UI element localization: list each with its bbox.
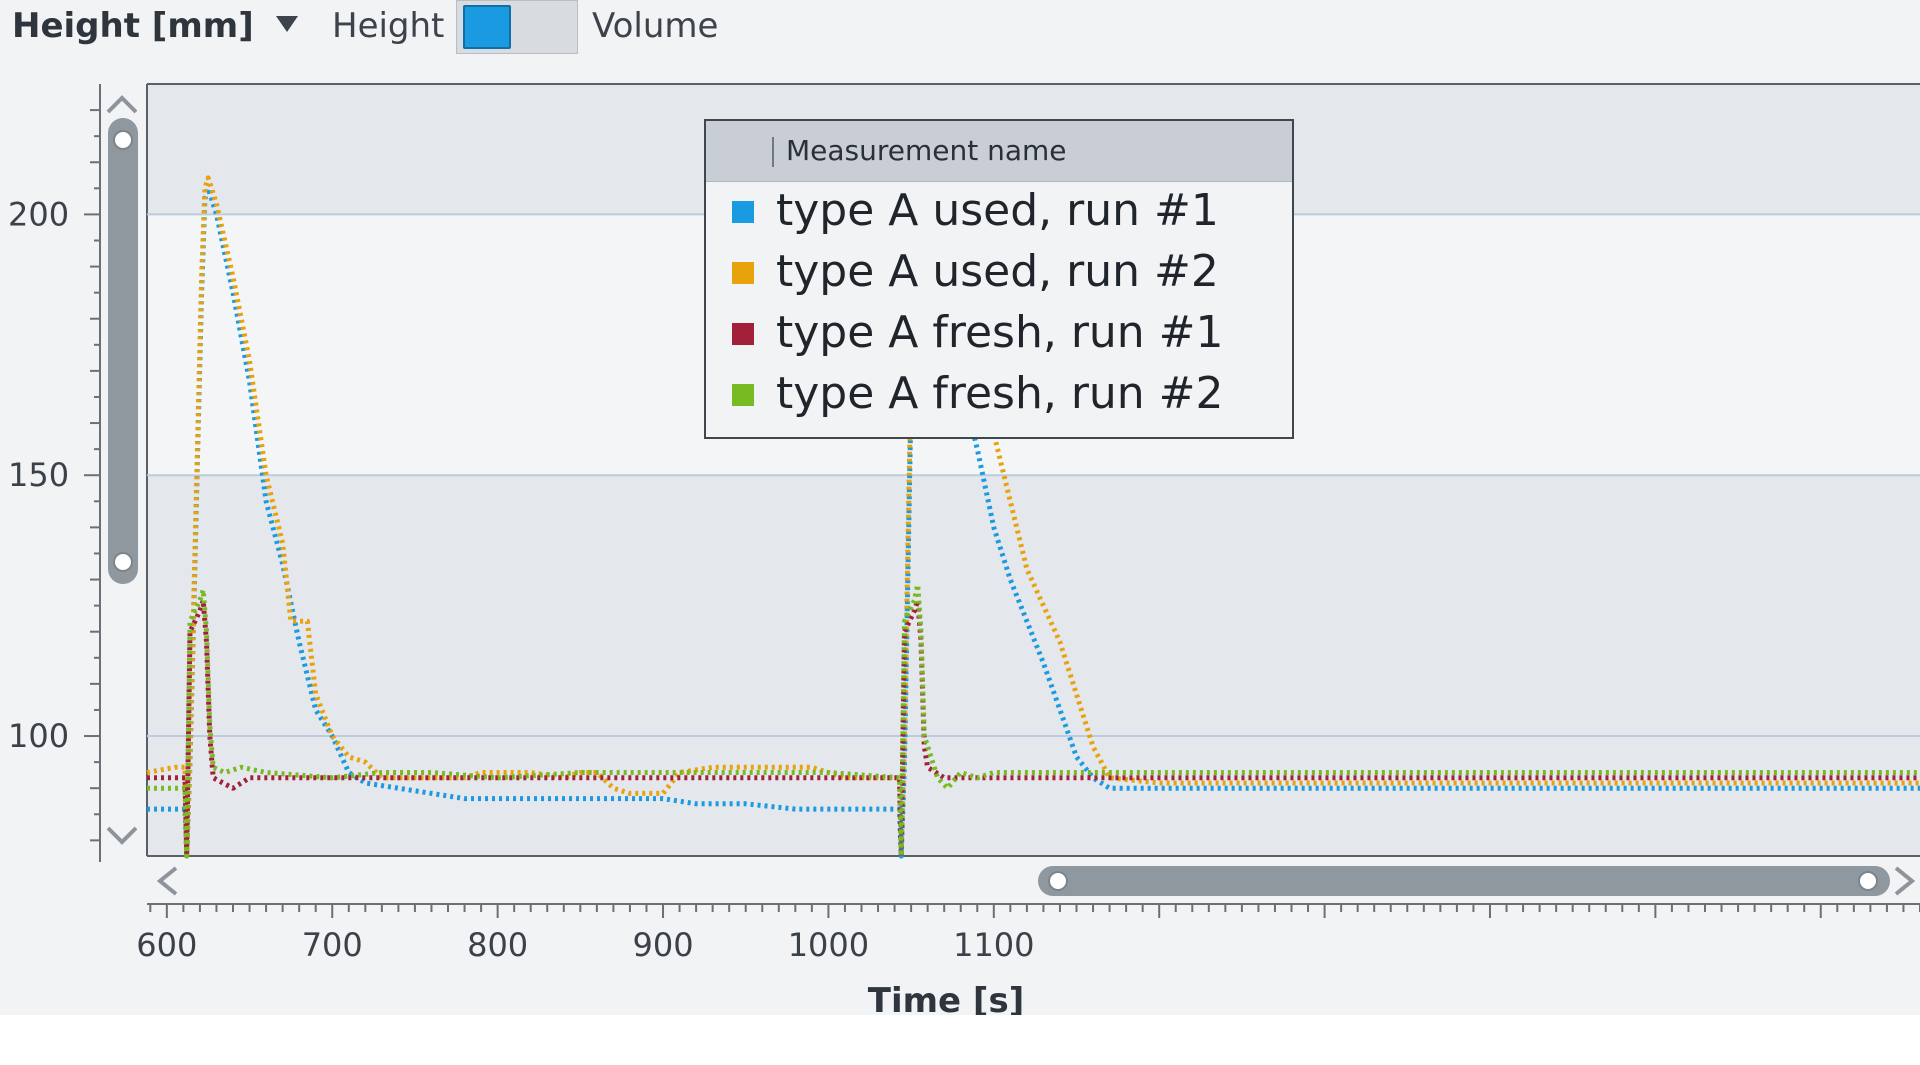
legend-swatch-cell [706, 181, 772, 242]
horizontal-thumb-right-handle-icon[interactable] [1858, 871, 1878, 891]
legend-color-swatch-icon [732, 384, 754, 406]
y-axis-dropdown-arrow-icon[interactable] [276, 16, 298, 32]
x-axis-title: Time [s] [868, 981, 1025, 1015]
horizontal-scrollbar[interactable] [156, 866, 1916, 896]
series-line-2 [146, 175, 1920, 859]
legend-item[interactable]: type A fresh, run #1 [706, 303, 1292, 364]
legend-header[interactable]: Measurement name [706, 121, 1292, 182]
horizontal-thumb-left-handle-icon[interactable] [1048, 871, 1068, 891]
scroll-up-chevron-icon[interactable] [106, 95, 138, 114]
legend-item[interactable]: type A fresh, run #2 [706, 364, 1292, 425]
x-tick-label-1000: 1000 [788, 926, 869, 964]
legend-list: type A used, run #1 type A used, run #2 ty… [706, 181, 1292, 425]
x-tick-label-1100: 1100 [953, 926, 1034, 964]
y-axis-title: Height [mm] [12, 6, 254, 46]
line-chart: 100 150 200 600 700 800 900 1000 1100 Time [s] [8, 83, 1920, 1015]
legend-item[interactable]: type A used, run #1 [706, 181, 1292, 242]
toggle-knob[interactable] [463, 5, 511, 49]
legend-item-label: type A fresh, run #1 [776, 307, 1224, 358]
x-tick-label-900: 900 [632, 926, 693, 964]
series-line-4 [147, 582, 1920, 859]
legend-item-label: type A fresh, run #2 [776, 368, 1224, 419]
plot-band [147, 475, 1920, 737]
height-option-label: Height [332, 6, 445, 46]
vertical-scroll-thumb[interactable] [108, 118, 138, 584]
vertical-thumb-top-handle-icon[interactable] [113, 130, 133, 150]
scroll-right-chevron-icon[interactable] [1894, 866, 1916, 896]
plot-band [147, 736, 1920, 856]
legend-color-swatch-icon [732, 262, 754, 284]
vertical-thumb-bottom-handle-icon[interactable] [113, 552, 133, 572]
y-tick-label-100: 100 [8, 717, 69, 755]
vertical-scrollbar[interactable] [106, 95, 138, 845]
y-tick-label-150: 150 [8, 456, 69, 494]
legend-swatch-cell [706, 364, 772, 425]
legend-color-swatch-icon [732, 323, 754, 345]
legend-item[interactable]: type A used, run #2 [706, 242, 1292, 303]
series-line-1 [147, 185, 1920, 859]
legend-swatch-cell [706, 242, 772, 303]
legend-item-label: type A used, run #2 [776, 246, 1219, 297]
volume-option-label: Volume [592, 6, 719, 46]
x-tick-label-700: 700 [302, 926, 363, 964]
legend-column-separator [772, 137, 774, 167]
legend-header-label: Measurement name [786, 134, 1067, 167]
y-tick-label-200: 200 [8, 195, 69, 233]
chart-application: Height [mm] Height Volume 100 150 200 600 70… [0, 0, 1920, 1015]
legend-item-label: type A used, run #1 [776, 185, 1219, 236]
x-tick-label-600: 600 [136, 926, 197, 964]
x-tick-label-800: 800 [467, 926, 528, 964]
horizontal-scroll-thumb[interactable] [1038, 866, 1890, 896]
scroll-left-chevron-icon[interactable] [156, 866, 178, 896]
height-volume-toggle[interactable] [456, 0, 578, 54]
legend-swatch-cell [706, 303, 772, 364]
scroll-down-chevron-icon[interactable] [106, 826, 138, 845]
legend-color-swatch-icon [732, 201, 754, 223]
chart-toolbar: Height [mm] Height Volume [0, 0, 1920, 56]
legend: Measurement name type A used, run #1 type… [704, 119, 1294, 439]
